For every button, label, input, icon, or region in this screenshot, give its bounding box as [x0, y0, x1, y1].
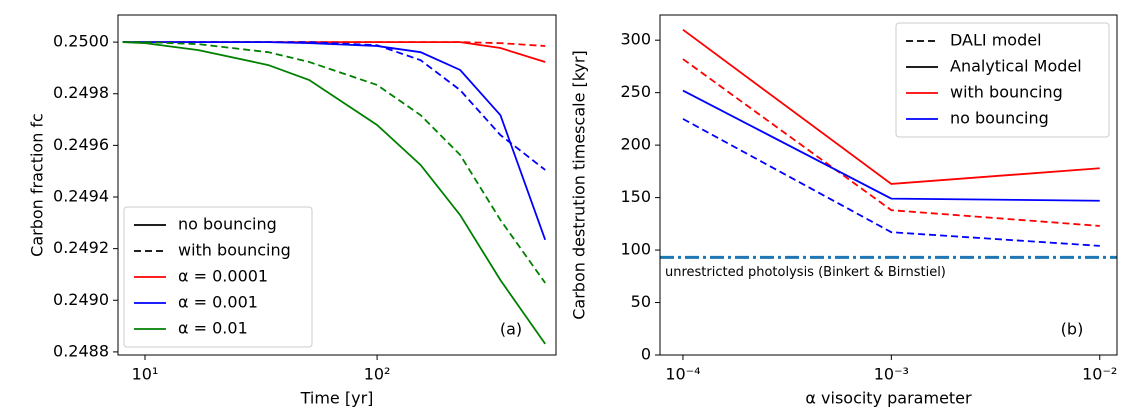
data-line: [682, 89, 1100, 202]
plot-frame: [117, 14, 557, 356]
data-line: [682, 58, 1100, 227]
y-tick-label: 50: [631, 292, 651, 311]
x-axis-label: α visocity parameter: [805, 389, 972, 408]
y-tick-label: 0.2496: [53, 135, 109, 154]
x-tick-label: 10⁻²: [1082, 365, 1117, 384]
reference-label: unrestricted photolysis (Binkert & Birns…: [665, 265, 946, 280]
y-tick-label: 250: [620, 82, 651, 101]
panel-label: (a): [500, 320, 522, 339]
panel: 0.2488 0.2490 0.2492 0.2494 0.2496 0.2498 0.25…: [28, 14, 557, 408]
data-line: [682, 28, 1100, 185]
legend-label: α = 0.0001: [178, 267, 268, 286]
plot-frame: [659, 14, 1118, 356]
y-axis-label: Carbon destrution timescale [kyr]: [570, 50, 589, 319]
y-tick-label: 200: [620, 135, 651, 154]
y-tick-label: 150: [620, 187, 651, 206]
y-tick-label: 0.2488: [53, 341, 109, 360]
y-axis-label: Carbon fraction fc: [28, 113, 47, 257]
y-tick-label: 0.2500: [53, 32, 109, 51]
y-tick-label: 100: [620, 240, 651, 259]
y-tick-label: 0.2494: [53, 187, 109, 206]
data-line: [122, 41, 546, 63]
x-tick-label: 10⁻³: [874, 365, 909, 384]
legend-box: [895, 22, 1110, 138]
panel-label: (b): [1061, 320, 1084, 339]
panel: 0 50 100 150 200 250 300 10⁻⁴ 10⁻³ 10⁻² α visocity…: [570, 14, 1118, 408]
y-tick-label: 0.2492: [53, 238, 109, 257]
x-tick-label: 10⁻⁴: [665, 365, 700, 384]
x-axis-label: Time [yr]: [300, 389, 374, 408]
y-tick-label: 300: [620, 30, 651, 49]
y-tick-label: 0.2498: [53, 83, 109, 102]
x-tick-label: 10²: [364, 365, 391, 384]
legend-label: α = 0.01: [178, 319, 248, 338]
data-line: [122, 41, 546, 284]
legend-label: no bouncing: [178, 215, 277, 234]
legend-label: with bouncing: [950, 83, 1063, 102]
y-tick-label: 0.2490: [53, 290, 109, 309]
legend-label: DALI model: [950, 31, 1042, 50]
data-line: [122, 41, 546, 345]
legend-label: α = 0.001: [178, 293, 258, 312]
legend-box: [123, 206, 313, 348]
legend-label: Analytical Model: [950, 57, 1082, 76]
data-line: [122, 41, 546, 171]
y-tick-label: 0: [641, 345, 651, 364]
data-line: [682, 118, 1100, 247]
legend-label: no bouncing: [950, 109, 1049, 128]
legend-label: with bouncing: [178, 241, 291, 260]
x-tick-label: 10¹: [132, 365, 159, 384]
